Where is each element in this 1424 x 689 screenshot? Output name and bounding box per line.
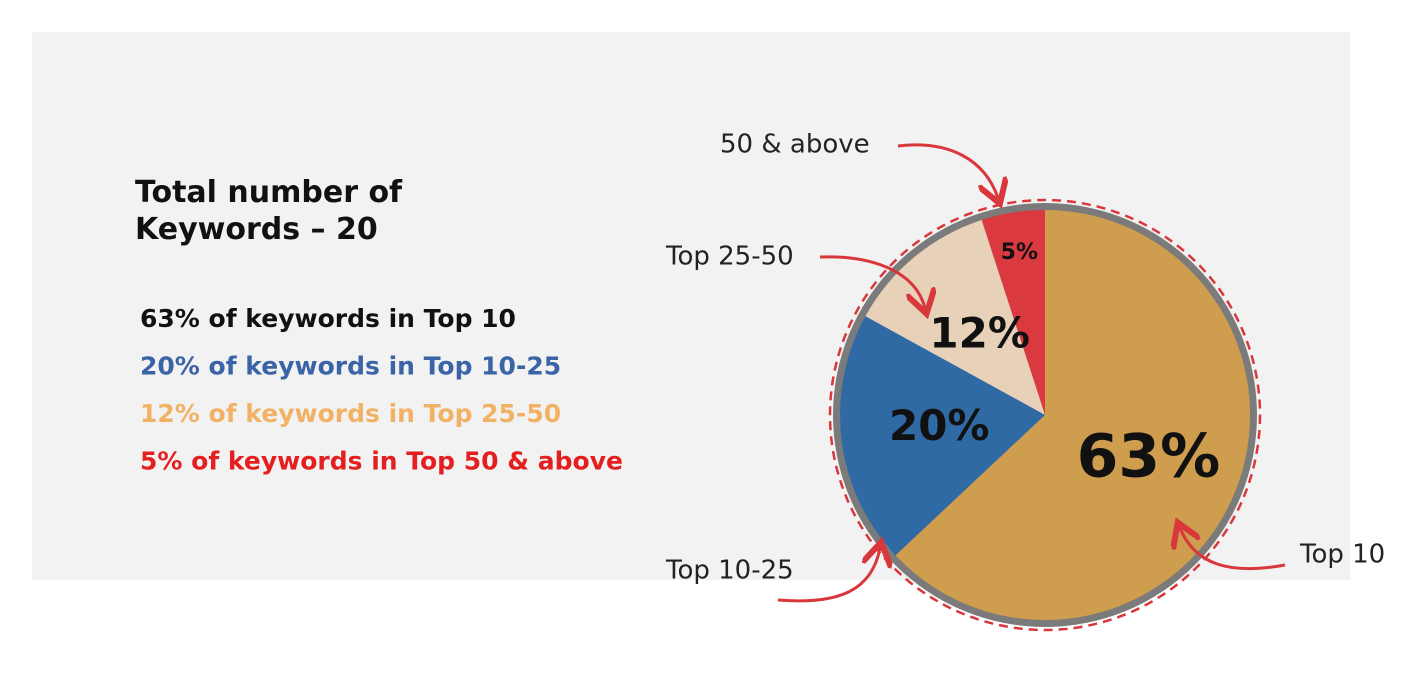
data-label: 5% bbox=[1001, 240, 1038, 265]
category-label: Top 10 bbox=[1299, 540, 1385, 570]
annotation: 20% of keywords in Top 10-25 bbox=[140, 352, 561, 381]
data-label: 63% bbox=[1077, 421, 1221, 491]
arrow bbox=[1180, 528, 1286, 571]
annotation: 5% of keywords in Top 50 & above bbox=[140, 447, 623, 476]
data-label: 12% bbox=[929, 309, 1030, 358]
arrow bbox=[819, 255, 925, 308]
annotation: 63% of keywords in Top 10 bbox=[140, 304, 516, 333]
pie-slice bbox=[865, 220, 1045, 415]
category-label: 50 & above bbox=[720, 130, 870, 160]
arrow bbox=[777, 548, 880, 603]
pie-slice bbox=[981, 210, 1045, 415]
data-label: 20% bbox=[889, 401, 990, 450]
annotation: 12% of keywords in Top 25-50 bbox=[140, 399, 561, 428]
category-label: Top 25-50 bbox=[665, 242, 794, 272]
pie-slice bbox=[895, 210, 1250, 620]
chart-title: Total number of Keywords – 20 bbox=[135, 175, 403, 247]
category-label: Top 10-25 bbox=[665, 556, 794, 586]
arrow bbox=[897, 143, 998, 198]
dashed-ring bbox=[828, 198, 1262, 632]
pie-slice bbox=[839, 316, 1045, 556]
